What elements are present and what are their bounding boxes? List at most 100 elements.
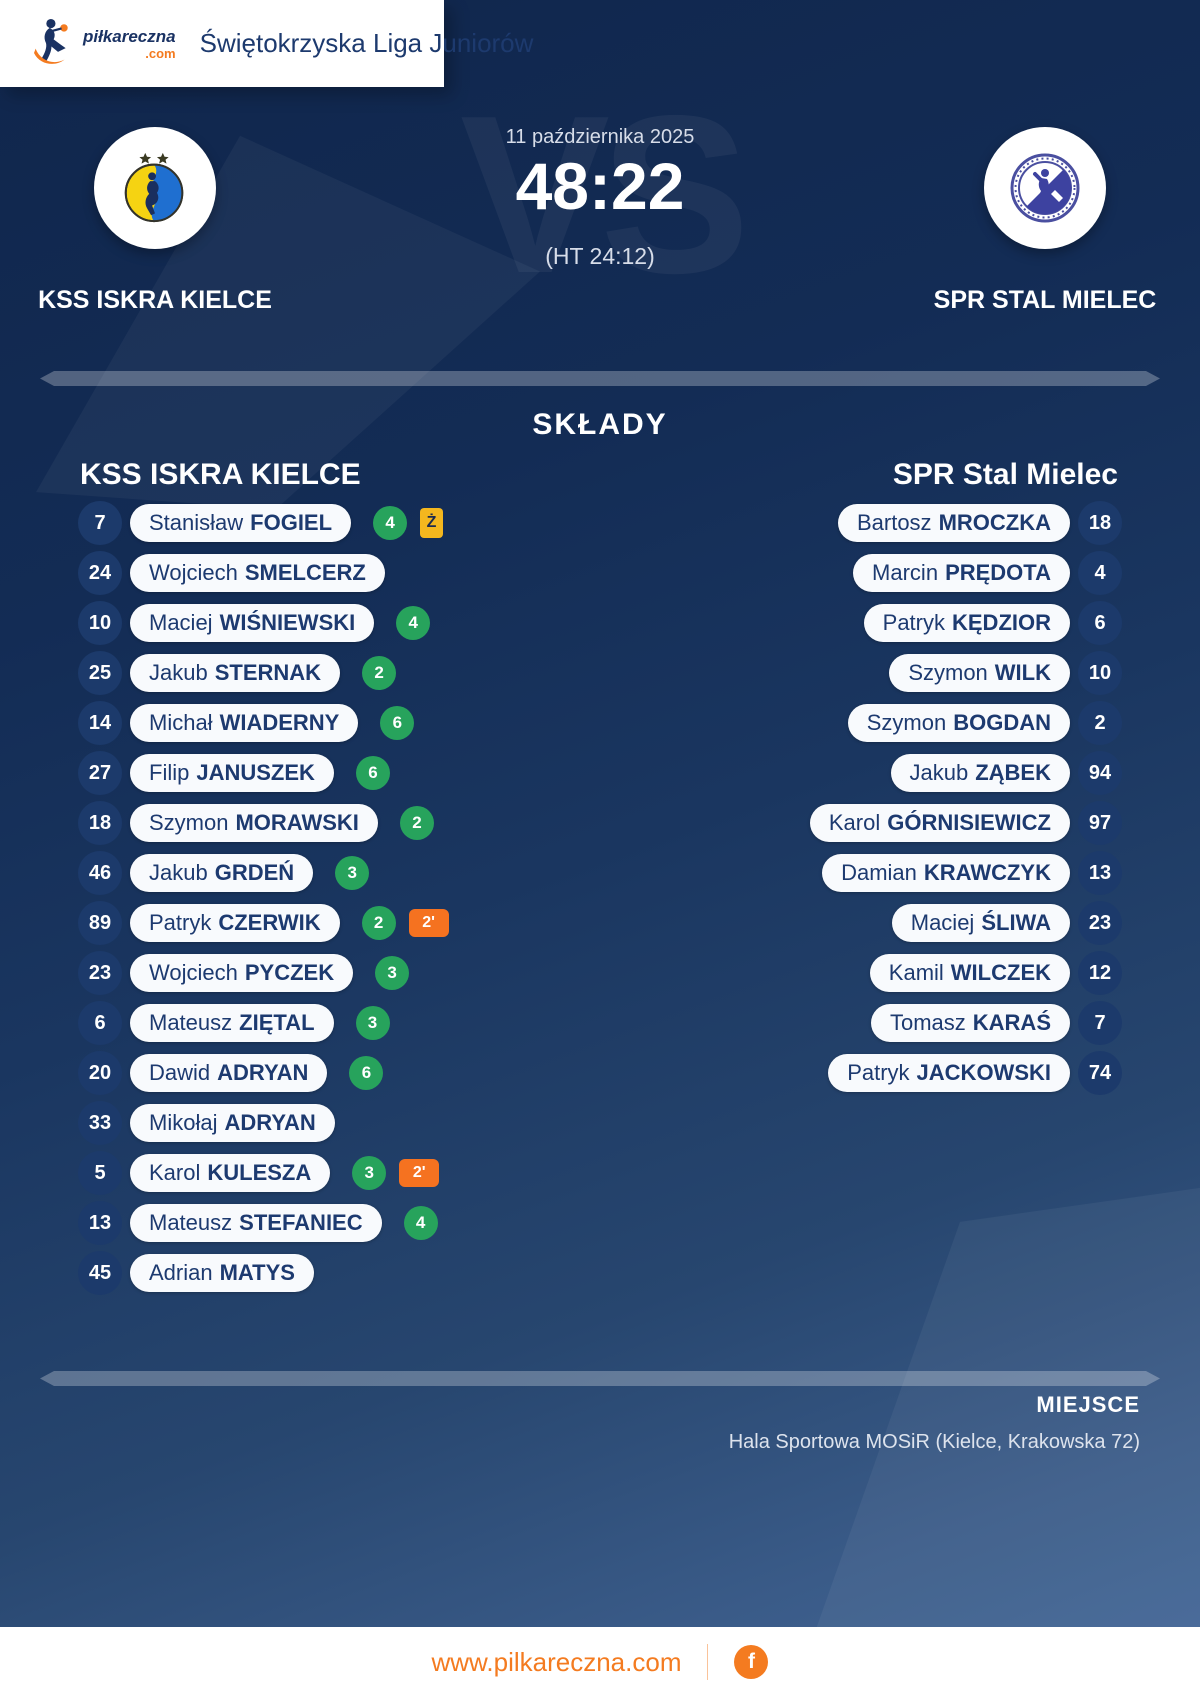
player-first-name: Szymon [866, 710, 947, 735]
player-row: Kamil WILCZEK 12 [600, 948, 1200, 998]
player-last-name: ŚLIWA [981, 910, 1051, 935]
player-row: Maciej ŚLIWA 23 [600, 898, 1200, 948]
halftime-score: (HT 24:12) [545, 243, 655, 269]
goals-badge: 4 [403, 1206, 438, 1240]
player-first-name: Wojciech [149, 560, 238, 585]
jersey-number: 74 [1078, 1051, 1122, 1095]
goals-badge: 4 [396, 606, 431, 640]
player-row: 25 Jakub STERNAK 2 [0, 648, 600, 698]
match-score: 48:22 [515, 149, 685, 223]
player-name-pill: Bartosz MROCZKA [837, 504, 1070, 542]
jersey-number: 25 [78, 651, 122, 695]
jersey-number: 24 [78, 551, 122, 595]
player-row: Karol GÓRNISIEWICZ 97 [600, 798, 1200, 848]
home-roster-list: 7 Stanisław FOGIEL 4 Ż 24 Wojciech SMELCERZ 10 Ma… [0, 498, 600, 1298]
jersey-number: 18 [78, 801, 122, 845]
jersey-number: 97 [1078, 801, 1122, 845]
two-minute-badge: 2' [408, 909, 449, 937]
player-last-name: KRAWCZYK [923, 860, 1051, 885]
player-badges: 6 [380, 706, 415, 740]
player-row: 5 Karol KULESZA 3 2' [0, 1148, 600, 1198]
player-last-name: WIADERNY [219, 710, 340, 735]
player-last-name: MROCZKA [938, 510, 1051, 535]
brand-bar: piłkareczna .com Świętokrzyska Liga Juni… [0, 0, 533, 87]
player-name-pill: Filip JANUSZEK [130, 754, 334, 792]
jersey-number: 5 [78, 1151, 122, 1195]
player-name-pill: Karol KULESZA [130, 1154, 331, 1192]
player-last-name: STEFANIEC [239, 1210, 363, 1235]
two-minute-badge: 2' [399, 1159, 440, 1187]
player-name-pill: Kamil WILCZEK [869, 954, 1070, 992]
goals-badge: 3 [335, 856, 370, 890]
player-badges: 6 [355, 756, 390, 790]
player-row: 23 Wojciech PYCZEK 3 [0, 948, 600, 998]
jersey-number: 13 [1078, 851, 1122, 895]
player-first-name: Szymon [908, 660, 988, 685]
match-date: 11 października 2025 [505, 126, 695, 148]
player-first-name: Kamil [888, 960, 944, 985]
player-last-name: GRDEŃ [214, 860, 295, 885]
player-badges: 3 2' [352, 1156, 440, 1190]
player-first-name: Jakub [909, 760, 969, 785]
player-first-name: Adrian [149, 1260, 213, 1285]
league-title: Świętokrzyska Liga Juniorów [199, 28, 534, 58]
player-name-pill: Maciej WIŚNIEWSKI [130, 604, 375, 642]
player-row: 46 Jakub GRDEŃ 3 [0, 848, 600, 898]
player-first-name: Karol [149, 1160, 201, 1185]
player-name-pill: Jakub ZĄBEK [890, 754, 1070, 792]
player-row: Tomasz KARAŚ 7 [600, 998, 1200, 1048]
player-name-pill: Szymon MORAWSKI [130, 804, 378, 842]
vs-watermark: VS [459, 68, 750, 320]
player-first-name: Karol [828, 810, 881, 835]
player-last-name: MORAWSKI [235, 810, 359, 835]
venue-name: Hala Sportowa MOSiR (Kielce, Krakowska 7… [728, 1431, 1140, 1453]
player-name-pill: Adrian MATYS [130, 1254, 314, 1292]
player-last-name: ADRYAN [217, 1060, 309, 1085]
iskra-kielce-crest-icon [124, 152, 184, 223]
player-name-pill: Marcin PRĘDOTA [853, 554, 1070, 592]
player-last-name: JACKOWSKI [916, 1060, 1051, 1085]
home-team-name: KSS ISKRA KIELCE [38, 286, 272, 314]
jersey-number: 94 [1078, 751, 1122, 795]
jersey-number: 13 [78, 1201, 122, 1245]
player-row: Bartosz MROCZKA 18 [600, 498, 1200, 548]
player-first-name: Stanisław [149, 510, 244, 535]
home-roster-title: KSS ISKRA KIELCE [80, 458, 361, 491]
player-name-pill: Mateusz ZIĘTAL [130, 1004, 334, 1042]
section-divider [40, 371, 1160, 386]
player-last-name: KARAŚ [972, 1010, 1051, 1035]
pilkareczna-logo-icon[interactable] [26, 17, 78, 70]
player-row: Szymon WILK 10 [600, 648, 1200, 698]
player-name-pill: Michał WIADERNY [130, 704, 359, 742]
site-url-link[interactable]: www.pilkareczna.com [431, 1646, 682, 1677]
player-last-name: WILK [994, 660, 1051, 685]
player-row: 24 Wojciech SMELCERZ [0, 548, 600, 598]
lineups-section-title: SKŁADY [532, 408, 668, 441]
player-name-pill: Patryk KĘDZIOR [863, 604, 1070, 642]
player-last-name: KULESZA [207, 1160, 312, 1185]
player-last-name: PRĘDOTA [945, 560, 1051, 585]
player-last-name: BOGDAN [953, 710, 1051, 735]
facebook-icon[interactable]: f [734, 1645, 769, 1679]
player-row: 33 Mikołaj ADRYAN [0, 1098, 600, 1148]
jersey-number: 20 [78, 1051, 122, 1095]
jersey-number: 46 [78, 851, 122, 895]
jersey-number: 12 [1078, 951, 1122, 995]
player-name-pill: Damian KRAWCZYK [822, 854, 1070, 892]
jersey-number: 23 [78, 951, 122, 995]
player-first-name: Dawid [149, 1060, 211, 1085]
goals-badge: 3 [352, 1156, 387, 1190]
player-last-name: ZIĘTAL [239, 1010, 315, 1035]
player-badges: 6 [349, 1056, 384, 1090]
player-name-pill: Stanisław FOGIEL [130, 504, 352, 542]
player-name-pill: Szymon BOGDAN [847, 704, 1070, 742]
player-row: 89 Patryk CZERWIK 2 2' [0, 898, 600, 948]
jersey-number: 14 [78, 701, 122, 745]
player-last-name: ADRYAN [224, 1110, 316, 1135]
goals-badge: 6 [355, 756, 390, 790]
player-first-name: Szymon [149, 810, 229, 835]
player-name-pill: Jakub GRDEŃ [130, 854, 314, 892]
player-first-name: Damian [841, 860, 917, 885]
jersey-number: 4 [1078, 551, 1122, 595]
